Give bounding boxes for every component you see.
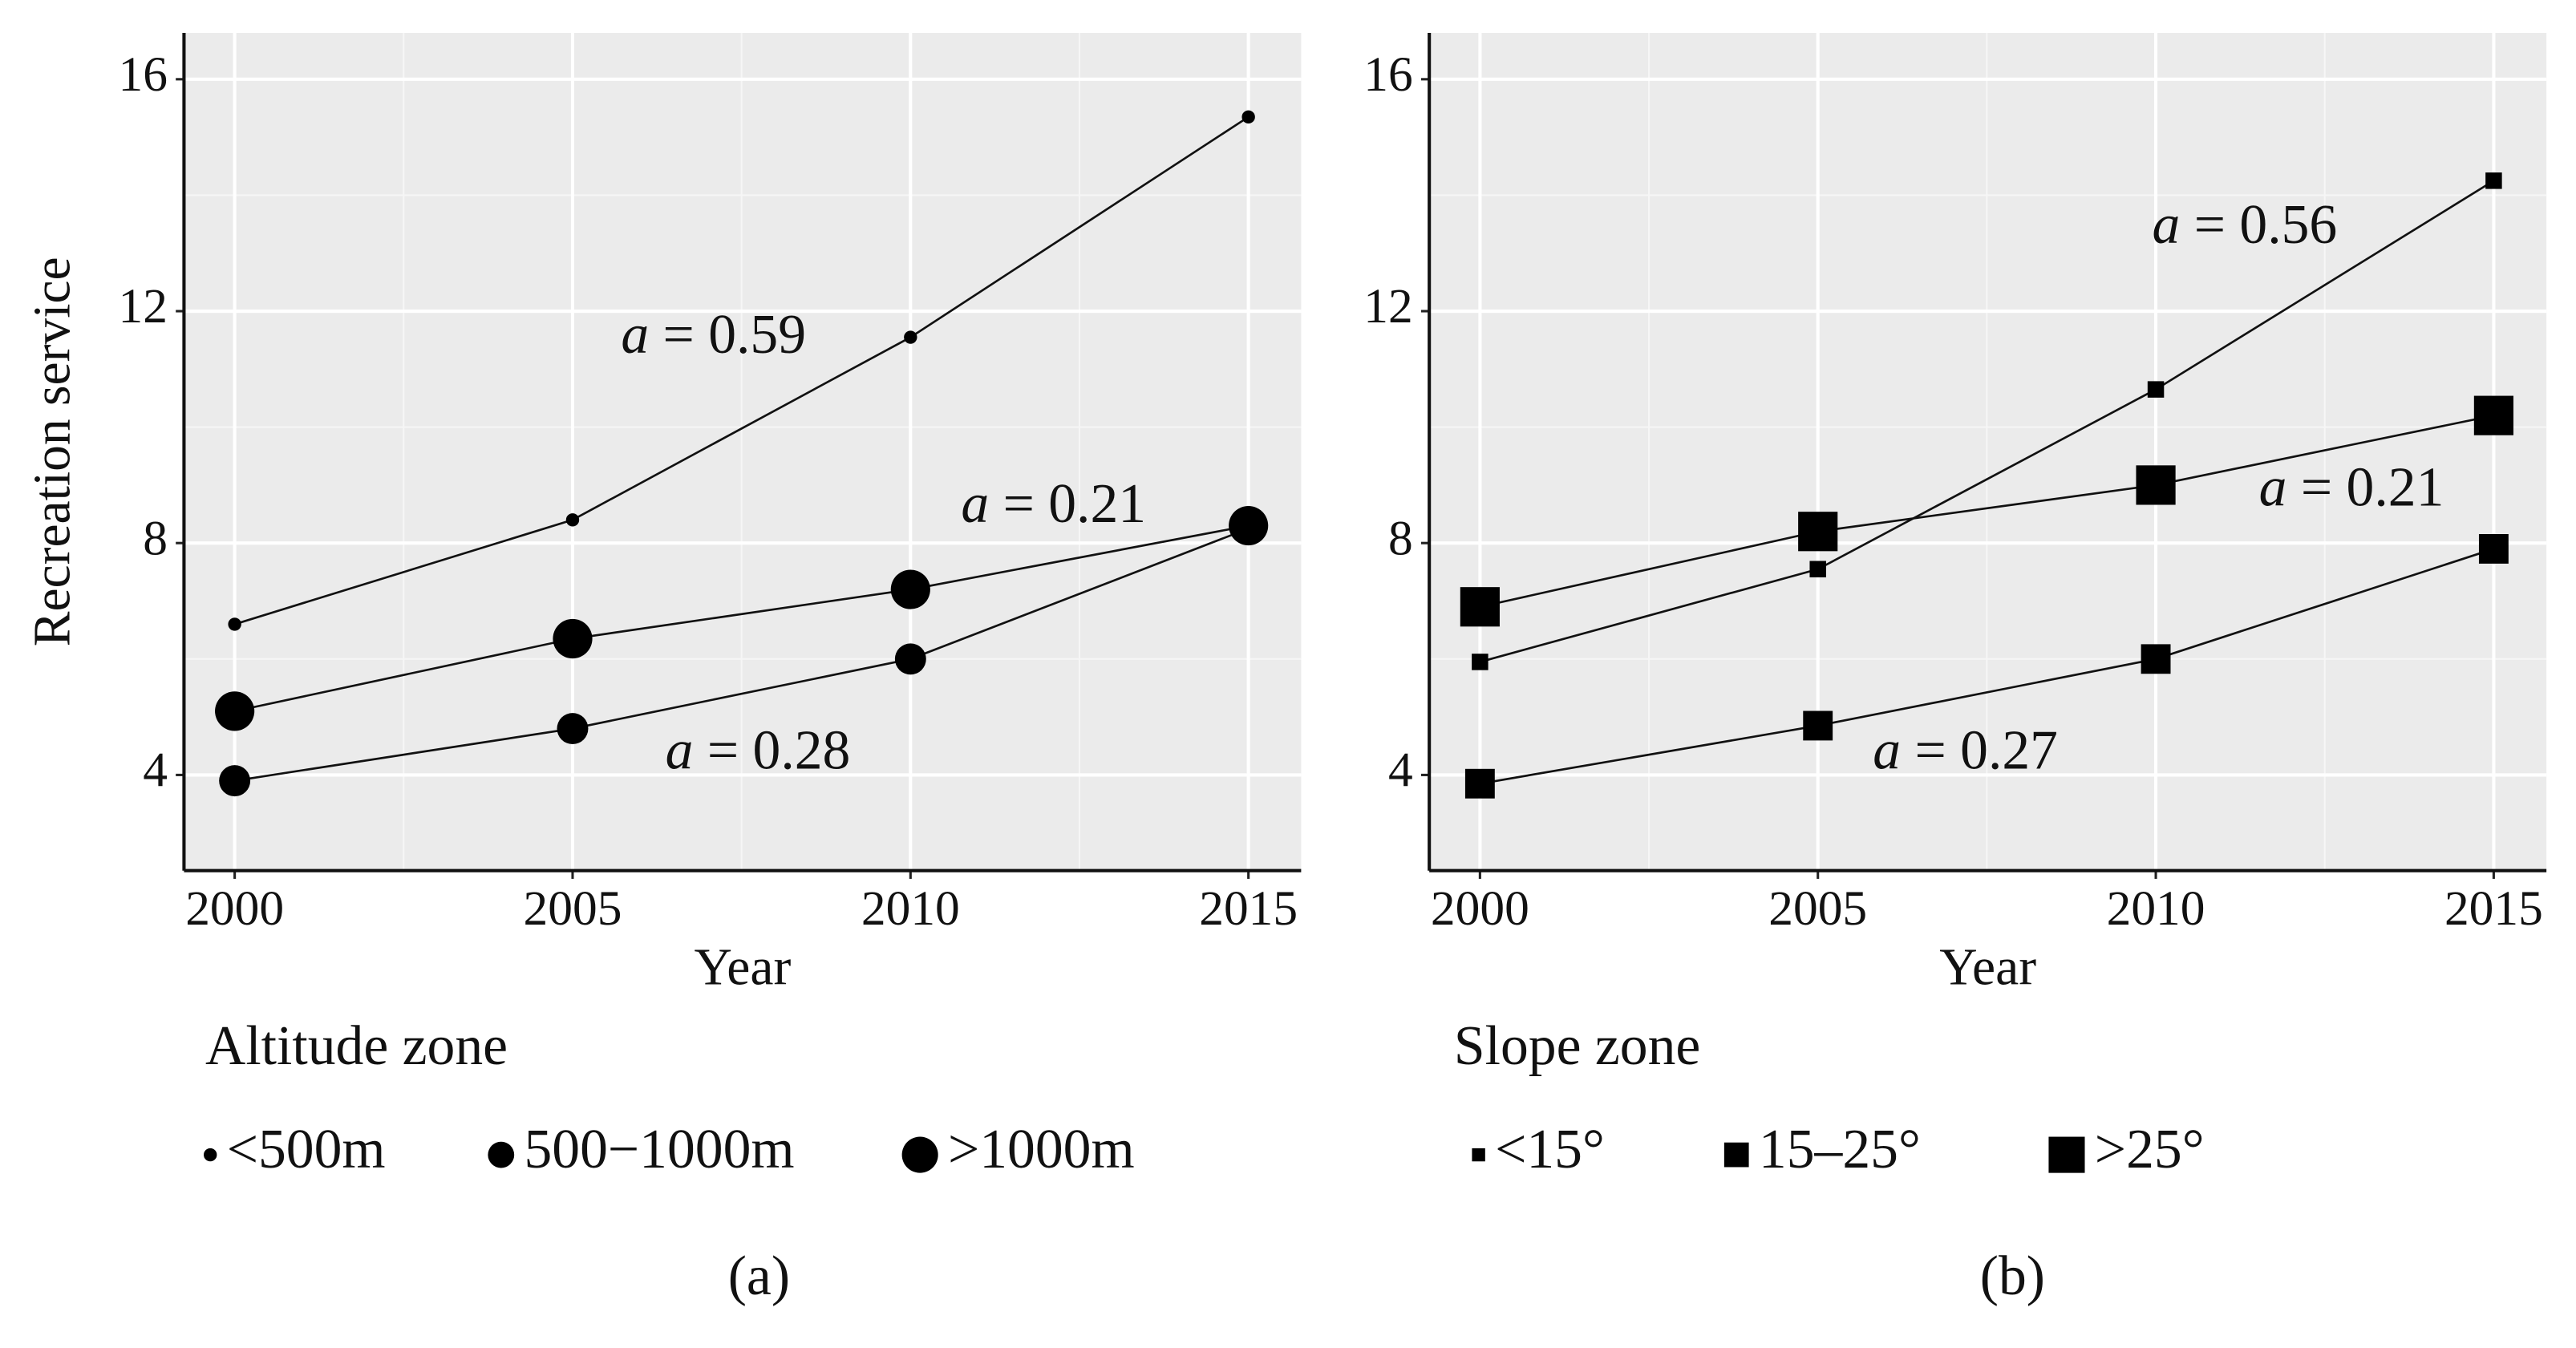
legend-marker (1472, 1148, 1485, 1162)
annotation-rest: = 0.59 (649, 304, 806, 366)
y-tick-label: 12 (1363, 279, 1412, 334)
data-point (1798, 512, 1838, 552)
x-tick-label: 2015 (1199, 881, 1298, 936)
annotation: a = 0.28 (666, 719, 851, 781)
y-tick-label: 4 (143, 743, 168, 798)
data-point (904, 330, 917, 344)
annotation-rest: = 0.21 (2286, 457, 2444, 519)
legend-label: <15° (1495, 1119, 1605, 1180)
x-tick-label: 2015 (2444, 881, 2543, 936)
data-point (553, 618, 593, 659)
data-point (890, 569, 930, 609)
legend-marker (2048, 1136, 2085, 1173)
legend-label: 15–25° (1759, 1119, 1921, 1180)
x-tick-label: 2005 (524, 881, 622, 936)
x-axis-title: Year (695, 939, 792, 997)
plot-background (184, 32, 1302, 871)
legend-label: 500−1000m (524, 1119, 794, 1180)
legend-label: >1000m (948, 1119, 1135, 1180)
legend-label: <500m (227, 1119, 386, 1180)
data-point (1464, 768, 1495, 799)
annotation-rest: = 0.27 (1901, 719, 2058, 781)
legend-marker (901, 1136, 938, 1173)
x-tick-label: 2000 (185, 881, 284, 936)
data-point (219, 765, 251, 797)
annotation: a = 0.21 (2259, 457, 2444, 519)
y-tick-label: 8 (1388, 511, 1413, 565)
data-point (2473, 395, 2513, 435)
plot-background (1429, 32, 2547, 871)
annotation: a = 0.27 (1873, 719, 2058, 781)
data-point (2136, 465, 2176, 505)
data-point (215, 691, 255, 731)
panel-caption: (b) (1980, 1245, 2045, 1307)
series-line (234, 524, 1249, 713)
data-point (2147, 381, 2165, 398)
x-tick-label: 2000 (1431, 881, 1529, 936)
series-line (1480, 414, 2494, 609)
legend-title: Slope zone (1454, 1015, 1700, 1077)
data-point (557, 713, 589, 745)
annotation: a = 0.56 (2152, 194, 2337, 256)
data-point (228, 617, 241, 631)
annotation-symbol: a (961, 473, 989, 535)
data-point (1229, 505, 1269, 546)
annotation-symbol: a (2152, 194, 2180, 256)
data-point (894, 643, 926, 675)
y-tick-label: 16 (1363, 47, 1412, 102)
data-point (1460, 587, 1500, 627)
y-tick-label: 8 (143, 511, 168, 565)
y-tick-label: 12 (119, 279, 168, 334)
annotation-rest: = 0.21 (989, 473, 1146, 535)
annotation-rest: = 0.28 (693, 719, 850, 781)
series-line (234, 115, 1250, 625)
data-point (2141, 644, 2171, 674)
panel-caption: (a) (728, 1245, 790, 1307)
x-axis-title: Year (1939, 939, 2036, 997)
y-axis-title: Recreation service (24, 257, 82, 646)
annotation-symbol: a (1873, 719, 1901, 781)
annotation: a = 0.21 (961, 473, 1146, 535)
series-line (234, 527, 1250, 782)
data-point (565, 513, 580, 527)
data-point (1472, 654, 1488, 670)
annotation: a = 0.59 (621, 304, 806, 366)
annotation-rest: = 0.56 (2180, 194, 2337, 256)
series-line (1480, 548, 2494, 785)
legend-label: >25° (2095, 1119, 2205, 1180)
annotation-symbol: a (2259, 457, 2287, 519)
y-tick-label: 4 (1388, 743, 1413, 798)
data-point (1809, 561, 1826, 577)
legend-marker (1723, 1142, 1749, 1168)
x-tick-label: 2010 (861, 881, 960, 936)
series-line (1480, 180, 2495, 663)
x-tick-label: 2010 (2107, 881, 2205, 936)
data-point (1803, 710, 1833, 741)
legend-marker (488, 1141, 515, 1168)
x-tick-label: 2005 (1768, 881, 1867, 936)
legend-title: Altitude zone (205, 1015, 508, 1077)
data-point (2478, 534, 2509, 564)
y-tick-label: 16 (119, 47, 168, 102)
annotation-symbol: a (621, 304, 649, 366)
data-point (2485, 172, 2502, 189)
legend-marker (204, 1148, 217, 1162)
data-point (1241, 110, 1255, 124)
annotation-symbol: a (666, 719, 694, 781)
